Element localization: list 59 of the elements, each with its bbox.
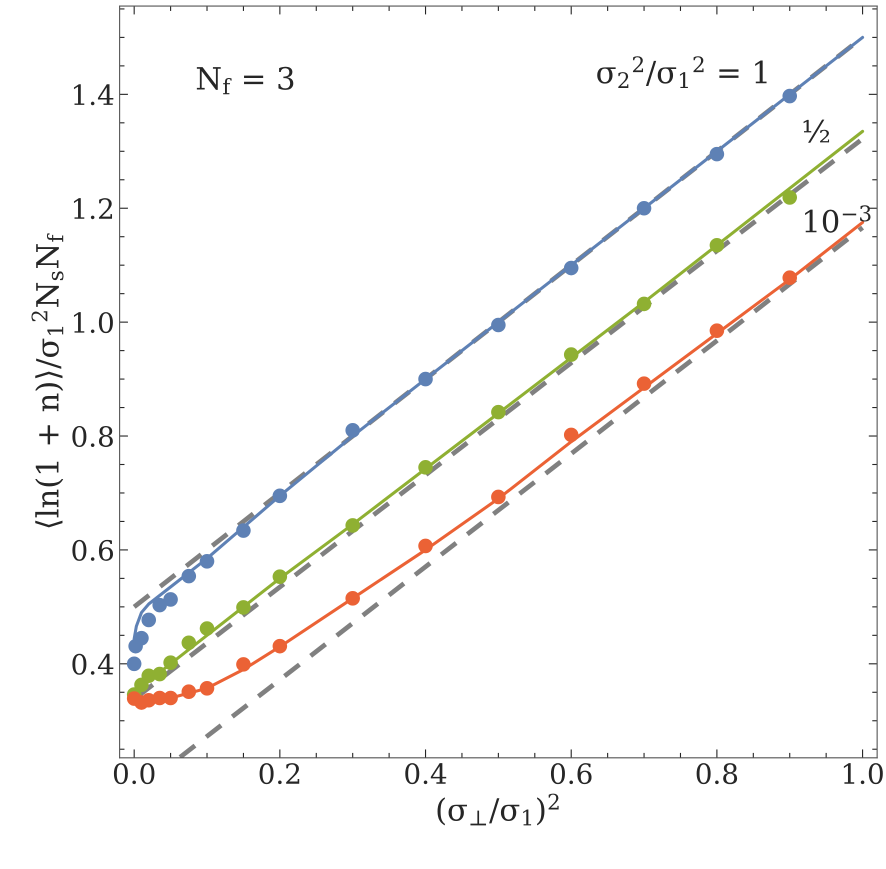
point <box>636 296 652 312</box>
point <box>636 200 652 216</box>
y-tick-label: 1.0 <box>74 312 113 334</box>
x-tick-label: 0.8 <box>696 763 738 784</box>
y-axis-title: ⟨ln(1 + n)⟩/σ$_{1}$$^{2}$N$_{s}$N$_{f}$ <box>31 233 64 528</box>
point <box>710 238 724 253</box>
point <box>782 270 798 285</box>
annotation: 10$^{−3}$ <box>805 205 870 233</box>
y-tick-label: 1.4 <box>74 84 114 106</box>
point <box>236 657 251 672</box>
point <box>564 347 578 362</box>
y-tick-label: 0.6 <box>72 540 113 561</box>
x-tick-label: 0.0 <box>114 763 154 784</box>
annotation: N$_{f}$ = 3 <box>196 66 294 94</box>
point <box>710 323 724 338</box>
point <box>163 592 178 607</box>
point <box>236 600 251 615</box>
point <box>564 428 578 442</box>
annotation: σ$_{2}$$^{2}$/σ$_{1}$$^{2}$ = 1 <box>597 56 767 88</box>
point <box>152 598 167 612</box>
x-tick-label: 0.2 <box>260 763 300 784</box>
point <box>200 554 214 569</box>
y-tick-label: 0.8 <box>72 426 113 447</box>
point <box>491 404 506 420</box>
point <box>182 568 196 584</box>
y-tick-label: 1.2 <box>74 198 112 220</box>
point <box>163 655 178 670</box>
point <box>163 690 178 706</box>
point <box>182 684 196 699</box>
point <box>636 376 652 391</box>
point <box>182 635 196 650</box>
point <box>200 621 214 636</box>
point <box>141 612 156 628</box>
x-tick-label: 0.6 <box>550 763 592 784</box>
point <box>418 538 433 554</box>
y-tick-label: 0.4 <box>72 654 114 675</box>
annotation: ½ <box>804 120 830 143</box>
point <box>418 460 433 475</box>
point <box>782 190 798 205</box>
x-axis-title: (σ$_{⊥}$/σ$_{1}$)$^{2}$ <box>438 794 559 826</box>
point <box>134 630 149 646</box>
point <box>272 638 288 654</box>
point <box>491 318 506 332</box>
point <box>236 523 251 538</box>
point <box>710 146 724 162</box>
point <box>782 88 798 104</box>
x-tick-label: 0.4 <box>405 763 446 784</box>
x-tick-label: 1.0 <box>844 763 883 784</box>
point <box>491 490 506 504</box>
point <box>272 488 288 504</box>
point <box>418 372 433 386</box>
point <box>564 260 578 276</box>
point <box>126 656 142 672</box>
point <box>345 423 360 438</box>
point <box>345 591 360 606</box>
point <box>200 681 214 696</box>
point <box>272 569 288 584</box>
point <box>345 518 360 533</box>
point <box>152 666 167 682</box>
